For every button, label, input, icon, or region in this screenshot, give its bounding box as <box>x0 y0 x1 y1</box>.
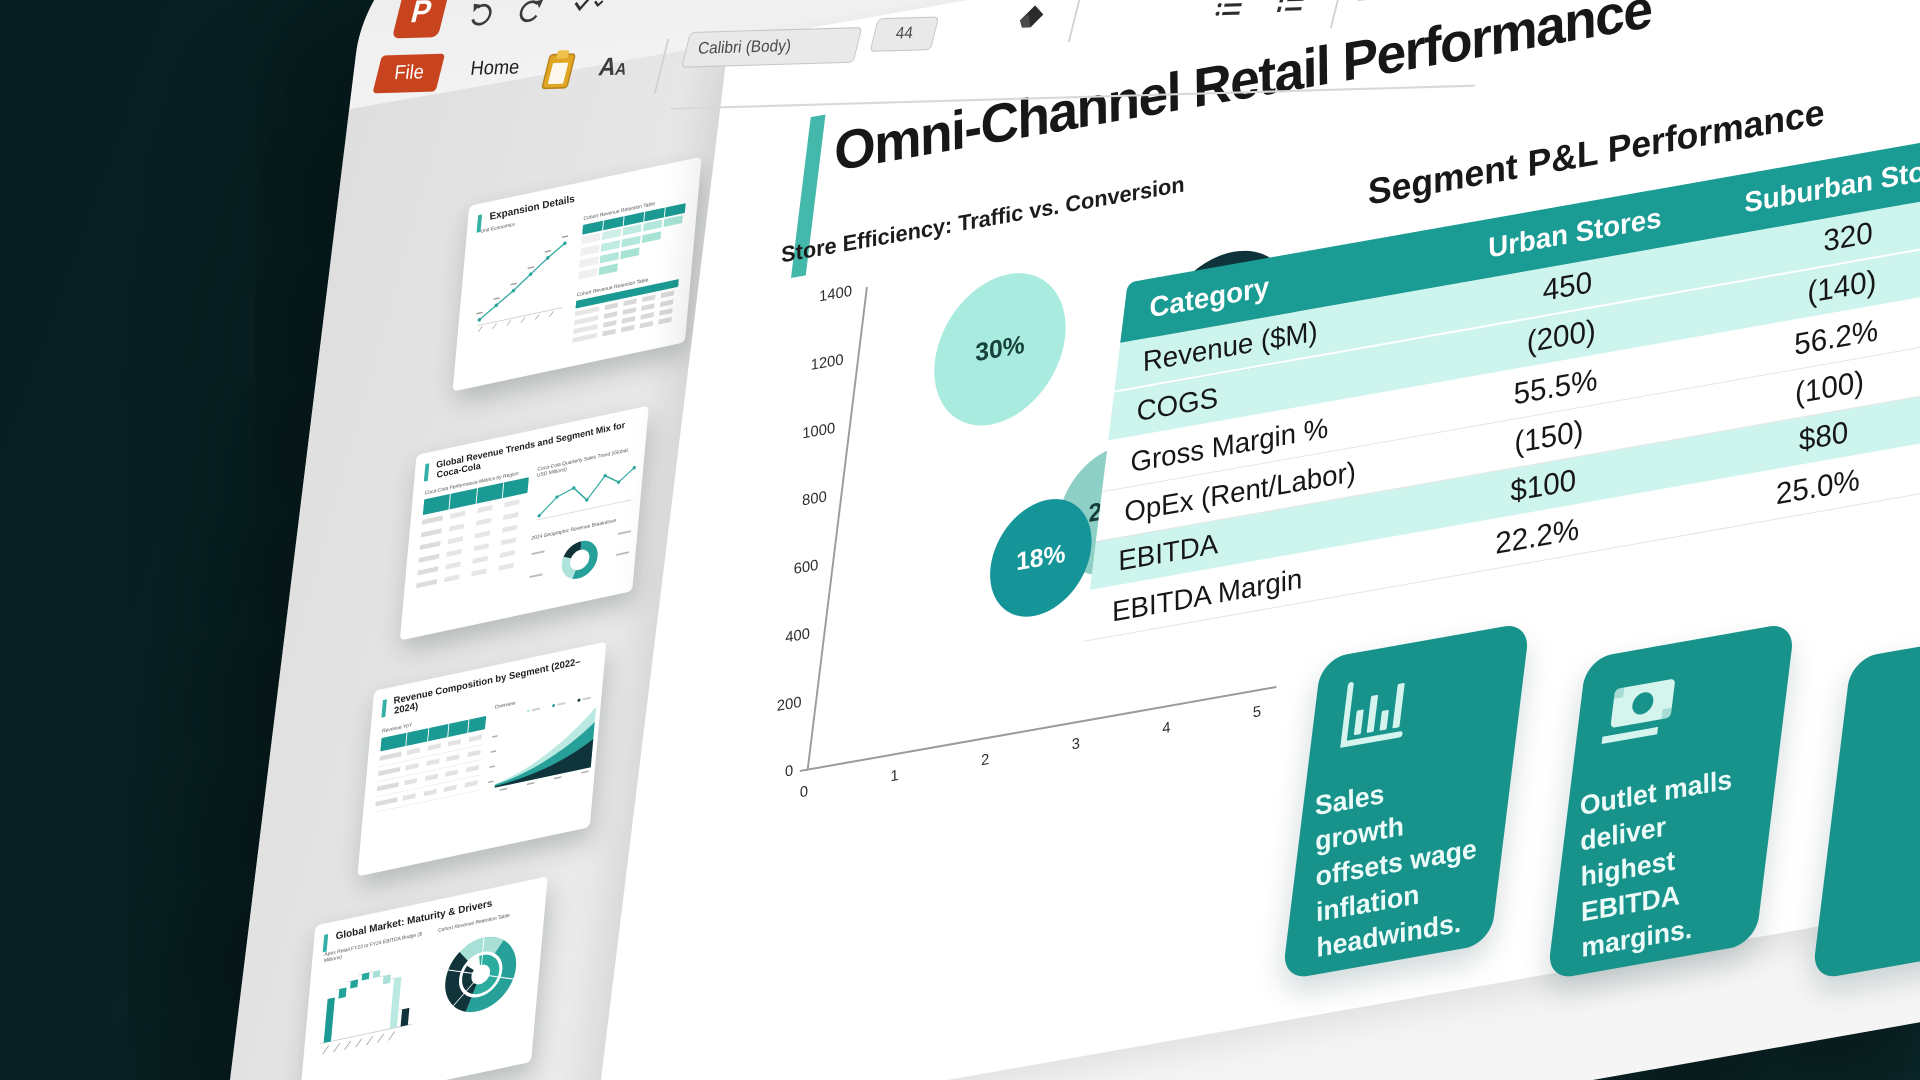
mini-table <box>572 279 679 343</box>
card-text: Sales growth offsets wage inflation head… <box>1314 778 1477 964</box>
pl-table[interactable]: Category Urban Stores Suburban Stores Re… <box>1083 128 1920 642</box>
powerpoint-window: Expansion Details Unit Economics Cohort … <box>199 0 1920 1080</box>
y-tick-label: 1400 <box>819 282 853 306</box>
y-tick-label: 0 <box>784 762 794 781</box>
x-tick-label: 4 <box>1162 718 1171 738</box>
insight-card-clipped[interactable] <box>1811 621 1920 981</box>
insight-card-sales-growth[interactable]: Sales growth offsets wage inflation head… <box>1281 621 1531 981</box>
thumb-accent-bar <box>423 463 430 482</box>
mini-trend-chart <box>537 465 636 521</box>
font-size-buttons[interactable]: AA <box>595 52 629 82</box>
slide-canvas[interactable]: Omni-Channel Retail Performance Store Ef… <box>593 0 1920 1080</box>
confirm-check-icon[interactable] <box>567 0 607 21</box>
banknote-icon <box>1601 679 1675 745</box>
card-text: Outlet malls deliver highest EBITDA marg… <box>1579 764 1733 964</box>
x-axis <box>799 685 1277 773</box>
insight-card-outlet-malls[interactable]: Outlet malls deliver highest EBITDA marg… <box>1546 621 1796 981</box>
redo-icon[interactable] <box>513 0 547 27</box>
toolbar: P File Home AA Calibri (Body) 44 <box>349 0 1602 143</box>
undo-icon[interactable] <box>464 0 498 30</box>
slide-thumbnail-1[interactable]: Expansion Details Unit Economics Cohort … <box>452 156 702 392</box>
toolbar-divider <box>1329 0 1345 29</box>
x-tick-label: 5 <box>1252 702 1262 722</box>
powerpoint-logo: P <box>391 0 451 39</box>
toolbar-divider <box>653 38 669 94</box>
mini-waterfall-chart <box>319 969 412 1055</box>
mini-donut-chart <box>529 529 632 579</box>
tab-home[interactable]: Home <box>468 56 521 81</box>
bar-chart-icon <box>1340 682 1405 748</box>
numbered-list-icon[interactable] <box>1274 0 1310 15</box>
thumb-accent-bar <box>381 699 387 718</box>
ribbon-divider <box>670 84 1476 110</box>
y-tick-label: 800 <box>802 488 827 510</box>
y-tick-label: 1000 <box>802 419 836 443</box>
x-tick-label: 0 <box>799 782 809 802</box>
bubble-label: 30% <box>975 330 1025 368</box>
font-size-input[interactable]: 44 <box>869 16 940 52</box>
slide-thumbnail-4[interactable]: Global Market: Maturity & Drivers Apex R… <box>298 876 548 1080</box>
bullet-list-icon[interactable] <box>1212 0 1248 21</box>
x-tick-label: 3 <box>1071 734 1080 754</box>
slide-thumbnail-panel: Expansion Details Unit Economics Cohort … <box>199 42 729 1080</box>
card-text <box>1862 678 1920 744</box>
mini-sunburst-chart <box>445 936 517 1013</box>
align-text-icon[interactable] <box>1354 0 1390 7</box>
paste-clipboard-icon[interactable] <box>536 48 582 93</box>
mini-region-table <box>416 477 529 589</box>
toolbar-divider <box>1067 0 1083 43</box>
slide-thumbnail-3[interactable]: Revenue Composition by Segment (2022–202… <box>357 641 607 877</box>
bubble-label: 18% <box>1016 539 1066 577</box>
eraser-icon[interactable] <box>1011 0 1053 35</box>
x-tick-label: 2 <box>980 750 990 770</box>
mini-cost-table <box>374 715 487 813</box>
bubble-30%[interactable]: 30% <box>925 262 1075 437</box>
mini-line-chart <box>476 235 569 332</box>
font-name-input[interactable]: Calibri (Body) <box>681 27 863 68</box>
tab-file[interactable]: File <box>372 53 446 94</box>
y-tick-label: 200 <box>776 693 802 716</box>
mini-area-chart <box>487 696 597 791</box>
mini-retention-table <box>578 203 686 280</box>
bubble-18%[interactable]: 18% <box>983 491 1099 626</box>
x-tick-label: 1 <box>890 766 899 786</box>
y-tick-label: 1200 <box>810 351 844 375</box>
y-tick-label: 600 <box>793 556 819 579</box>
slide-thumbnail-2[interactable]: Global Revenue Trends and Segment Mix fo… <box>399 405 649 641</box>
y-tick-label: 400 <box>785 625 811 647</box>
